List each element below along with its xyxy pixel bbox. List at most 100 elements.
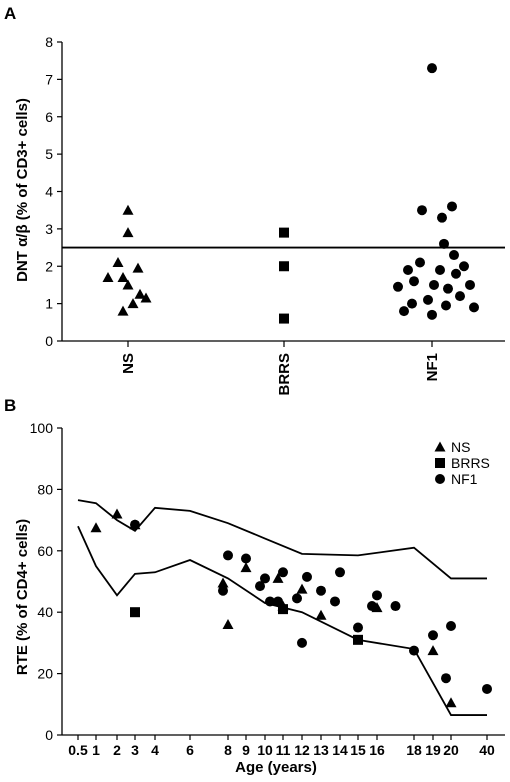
panel-b-x-tick-label: 40 <box>479 742 495 758</box>
panel-b-legend-marker-nf1 <box>435 474 445 484</box>
panel-b-x-tick-label: 9 <box>242 742 250 758</box>
panel-b-x-tick-label: 3 <box>131 742 139 758</box>
panel-a-y-axis-label: DNT α/β (% of CD3+ cells) <box>14 98 31 282</box>
panel-b-upper-reference-line <box>77 499 487 580</box>
panel-a-point-brrs <box>279 313 289 324</box>
panel-b-point-nf1 <box>302 571 312 582</box>
panel-a-point-ns <box>112 257 124 268</box>
panel-a-point-ns <box>134 288 146 299</box>
panel-a-point-nf1 <box>423 294 433 305</box>
panel-b-x-tick-label: 4 <box>151 742 159 758</box>
panel-b-y-axis-label: RTE (% of CD4+ cells) <box>14 519 31 675</box>
panel-a-y-tick-label: 0 <box>45 333 53 349</box>
panel-b-point-nf1 <box>409 645 419 656</box>
panel-a-point-ns <box>132 262 144 273</box>
panel-b-point-ns <box>427 645 439 656</box>
panel-b-x-tick-label: 20 <box>443 742 459 758</box>
panel-b-legend-label: NF1 <box>451 471 478 487</box>
panel-b-point-nf1 <box>130 519 140 530</box>
panel-a-category-label: NS <box>120 353 137 374</box>
panel-b-point-nf1 <box>223 550 233 561</box>
panel-b-legend-label: BRRS <box>451 455 490 471</box>
panel-b-point-nf1 <box>292 593 302 604</box>
panel-a-y-tick-label: 7 <box>45 71 53 87</box>
panel-b-legend-marker-ns <box>434 441 446 452</box>
panel-b-point-brrs <box>353 634 363 645</box>
panel-b-x-tick-label: 12 <box>294 742 310 758</box>
panel-b-x-tick-label: 0.5 <box>68 742 88 758</box>
panel-a-point-nf1 <box>399 306 409 317</box>
panel-b-point-brrs <box>130 607 140 618</box>
panel-a-point-nf1 <box>427 63 437 74</box>
panel-b-point-nf1 <box>353 622 363 633</box>
panel-b-point-ns <box>240 562 252 573</box>
panel-b-point-ns <box>90 522 102 533</box>
panel-b-y-tick-label: 80 <box>37 481 53 497</box>
panel-a-point-nf1 <box>459 261 469 272</box>
panel-b-x-tick-label: 1 <box>92 742 100 758</box>
panel-a-point-nf1 <box>451 268 461 279</box>
panel-b-point-nf1 <box>297 637 307 648</box>
panel-a-point-ns <box>122 227 134 238</box>
panel-b-y-tick-label: 0 <box>45 727 53 743</box>
panel-a-y-tick-label: 5 <box>45 146 53 162</box>
panel-b-point-nf1 <box>372 590 382 601</box>
panel-a-category-label: NF1 <box>424 353 441 381</box>
panel-b-y-tick-label: 20 <box>37 666 53 682</box>
panel-b-point-nf1 <box>265 596 275 607</box>
panel-b-point-nf1 <box>330 596 340 607</box>
panel-a-point-ns <box>122 279 134 290</box>
panel-b-point-nf1 <box>367 601 377 612</box>
panel-a-point-ns <box>102 271 114 282</box>
panel-a-point-nf1 <box>415 257 425 268</box>
panel-b-legend-label: NS <box>451 439 470 455</box>
panel-b-point-nf1 <box>255 581 265 592</box>
panel-b-x-tick-label: 6 <box>186 742 194 758</box>
panel-b-legend-marker-brrs <box>435 458 445 468</box>
panel-b-point-nf1 <box>260 573 270 584</box>
panel-b-x-tick-label: 14 <box>332 742 348 758</box>
panel-b-x-tick-label: 11 <box>276 742 291 758</box>
panel-b-x-tick-label: 2 <box>113 742 121 758</box>
panel-b-point-nf1 <box>241 553 251 564</box>
panel-a-y-tick-label: 4 <box>45 184 53 200</box>
panel-b-point-nf1 <box>316 585 326 596</box>
panel-a-point-nf1 <box>417 205 427 216</box>
panel-a-point-ns <box>122 204 134 215</box>
panel-b-point-ns <box>296 583 308 594</box>
panel-a-point-brrs <box>279 261 289 272</box>
panel-a-point-nf1 <box>429 279 439 290</box>
panel-a-point-ns <box>117 305 129 316</box>
panel-a-point-nf1 <box>407 298 417 309</box>
panel-a-point-ns <box>140 292 152 303</box>
panel-b-x-tick-label: 19 <box>425 742 441 758</box>
panel-a: 0 1 2 3 4 5 6 7 8 NS BRRS NF1 <box>45 34 505 396</box>
panel-b-x-tick-label: 18 <box>406 742 422 758</box>
panel-b-y-tick-label: 60 <box>37 543 53 559</box>
panel-b-x-tick-label: 15 <box>350 742 366 758</box>
panel-a-y-tick-label: 1 <box>45 296 53 312</box>
panel-b-point-brrs <box>278 604 288 615</box>
panel-b-point-nf1 <box>441 673 451 684</box>
panel-b-lower-reference-line <box>77 525 487 716</box>
panel-b-point-ns <box>222 618 234 629</box>
panel-a-point-nf1 <box>449 250 459 261</box>
panel-b-point-ns <box>445 697 457 708</box>
panel-a-label: A <box>4 4 16 23</box>
panel-a-point-ns <box>117 271 129 282</box>
panel-a-point-nf1 <box>409 276 419 287</box>
panel-b-y-tick-label: 100 <box>30 420 54 436</box>
panel-b-x-tick-label: 13 <box>313 742 329 758</box>
panel-b-point-nf1 <box>218 585 228 596</box>
panel-a-point-nf1 <box>437 212 447 223</box>
panel-a-y-tick-label: 2 <box>45 258 53 274</box>
panel-b-point-nf1 <box>335 567 345 578</box>
panel-a-point-nf1 <box>443 283 453 294</box>
panel-a-point-nf1 <box>439 238 449 249</box>
panel-b-point-nf1 <box>446 621 456 632</box>
panel-a-point-nf1 <box>403 264 413 275</box>
panel-b-x-tick-label: 8 <box>224 742 232 758</box>
panel-a-point-nf1 <box>441 300 451 311</box>
